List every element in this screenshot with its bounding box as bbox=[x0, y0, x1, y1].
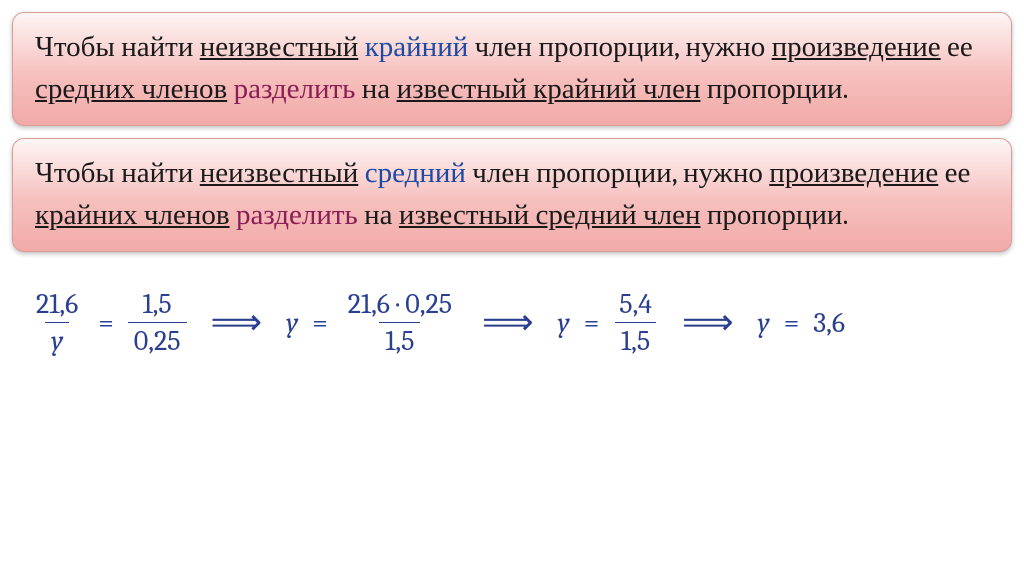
text-segment: произведение bbox=[769, 157, 938, 190]
equation-step-3: y = 5,4 1,5 bbox=[558, 288, 658, 357]
text-segment: средний bbox=[365, 157, 466, 190]
text-segment: неизвестный bbox=[200, 157, 359, 190]
frac-num: 21,6 bbox=[30, 288, 84, 322]
text-segment: Чтобы найти bbox=[35, 157, 200, 190]
implies-arrow-icon: ⟹ bbox=[211, 302, 263, 343]
variable-y: y bbox=[558, 307, 570, 339]
text-segment: известный крайний член bbox=[397, 73, 701, 106]
equation-step-1: 21,6 y = 1,5 0,25 bbox=[30, 288, 187, 357]
text-segment: Чтобы найти bbox=[35, 31, 200, 64]
equals-sign: = bbox=[94, 307, 118, 339]
text-segment: пропорции. bbox=[700, 73, 848, 106]
text-segment: ее bbox=[941, 31, 973, 64]
equation-step-2: y = 21,6 · 0,25 1,5 bbox=[286, 288, 458, 357]
text-segment: на bbox=[355, 73, 396, 106]
text-segment: произведение bbox=[772, 31, 941, 64]
frac-num: 1,5 bbox=[137, 288, 178, 322]
equals-sign: = bbox=[780, 307, 804, 339]
text-segment: средних членов bbox=[35, 73, 227, 106]
frac-den-var: y bbox=[51, 325, 63, 357]
frac-num: 21,6 · 0,25 bbox=[342, 288, 458, 322]
frac-den: 1,5 bbox=[615, 322, 656, 357]
equals-sign: = bbox=[308, 307, 332, 339]
variable-y: y bbox=[758, 307, 770, 339]
text-segment: ее bbox=[938, 157, 970, 190]
frac-num: 5,4 bbox=[613, 288, 658, 322]
text-segment: член пропорции, нужно bbox=[468, 31, 771, 64]
text-segment: крайних членов bbox=[35, 199, 230, 232]
frac-den: 1,5 bbox=[379, 322, 420, 357]
text-segment: крайний bbox=[365, 31, 469, 64]
rule-box-middle: Чтобы найти неизвестный средний член про… bbox=[12, 138, 1012, 252]
text-segment: член пропорции, нужно bbox=[466, 157, 769, 190]
text-segment: известный средний член bbox=[399, 199, 701, 232]
equals-sign: = bbox=[580, 307, 604, 339]
equation-result: y = 3,6 bbox=[758, 307, 845, 339]
implies-arrow-icon: ⟹ bbox=[682, 302, 734, 343]
variable-y: y bbox=[286, 307, 298, 339]
equation-row: 21,6 y = 1,5 0,25 ⟹ y = 21,6 · 0,25 1,5 … bbox=[12, 264, 1012, 357]
text-segment: пропорции. bbox=[700, 199, 848, 232]
text-segment: неизвестный bbox=[200, 31, 359, 64]
frac-den: 0,25 bbox=[128, 322, 187, 357]
text-segment: разделить bbox=[236, 199, 358, 232]
text-segment: на bbox=[358, 199, 399, 232]
implies-arrow-icon: ⟹ bbox=[482, 302, 534, 343]
result-value: 3,6 bbox=[813, 307, 845, 339]
text-segment: разделить bbox=[234, 73, 356, 106]
rule-box-extreme: Чтобы найти неизвестный крайний член про… bbox=[12, 12, 1012, 126]
